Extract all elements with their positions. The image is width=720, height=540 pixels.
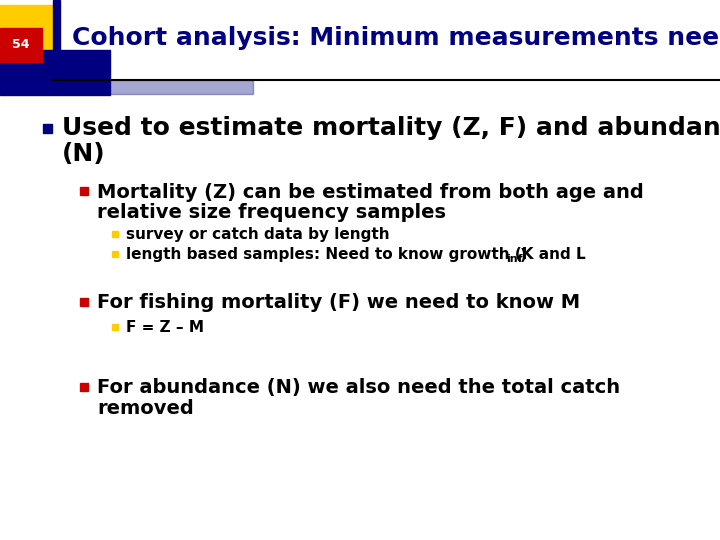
Bar [0,5,55,55]
Text: inf: inf [506,254,523,264]
Text: (N): (N) [62,142,106,166]
Text: survey or catch data by length: survey or catch data by length [126,227,390,242]
Bar [0,28,42,62]
Bar [43,124,52,132]
Bar [112,251,118,257]
Text: F = Z – M: F = Z – M [126,321,204,335]
Text: relative size frequency samples: relative size frequency samples [97,202,446,221]
Bar [80,298,88,306]
Text: length based samples: Need to know growth (K and L: length based samples: Need to know growt… [126,247,585,262]
Bar [80,187,88,195]
Text: Mortality (Z) can be estimated from both age and: Mortality (Z) can be estimated from both… [97,183,644,201]
Text: For fishing mortality (F) we need to know M: For fishing mortality (F) we need to kno… [97,294,580,313]
Text: ): ) [520,247,527,262]
Bar [112,324,118,330]
Bar [80,383,88,391]
Bar [53,0,60,88]
Text: For abundance (N) we also need the total catch: For abundance (N) we also need the total… [97,379,620,397]
Bar [0,50,110,95]
Text: Used to estimate mortality (Z, F) and abundance: Used to estimate mortality (Z, F) and ab… [62,116,720,140]
Text: removed: removed [97,399,194,417]
Text: Cohort analysis: Minimum measurements needed: Cohort analysis: Minimum measurements ne… [72,26,720,50]
Text: 54: 54 [12,38,30,51]
Bar [53,80,253,94]
Bar [112,231,118,237]
